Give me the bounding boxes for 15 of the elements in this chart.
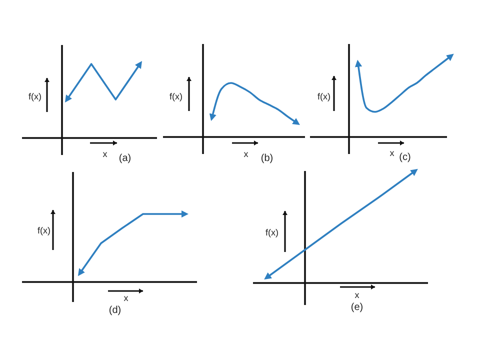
y-axis-title: f(x) <box>28 91 42 102</box>
y-axis-title: f(x) <box>266 227 278 238</box>
x-axis-title: x <box>102 149 108 159</box>
text: (e) <box>350 302 364 313</box>
y-axis-title: f(x) <box>170 91 182 102</box>
x-axis-title: x <box>390 148 395 158</box>
y-axis-title: f(x) <box>318 91 330 102</box>
y-axis-title: f(x) <box>38 225 50 236</box>
x-axis-title: x <box>124 293 129 303</box>
text: (a) <box>118 153 132 164</box>
text: (c) <box>399 152 411 163</box>
text: (d) <box>108 305 122 316</box>
x-axis-title: x <box>244 149 249 159</box>
text: (b) <box>260 153 274 164</box>
x-axis-title: x <box>354 290 360 300</box>
